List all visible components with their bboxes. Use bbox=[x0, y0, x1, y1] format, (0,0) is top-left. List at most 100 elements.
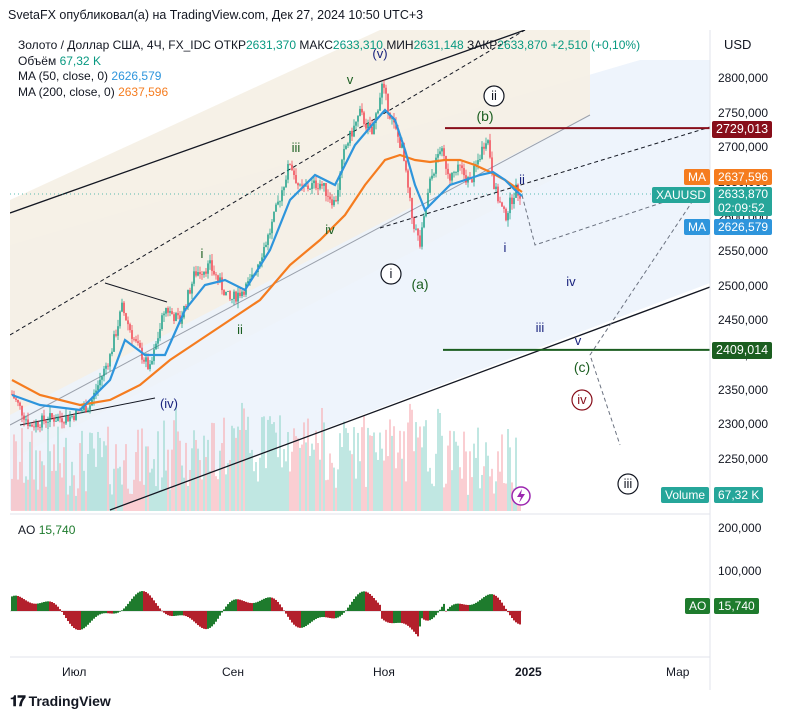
volume-bar bbox=[347, 432, 349, 511]
ao-bar bbox=[17, 595, 19, 611]
legend-volume-row[interactable]: Объём 67,32 K bbox=[18, 54, 640, 70]
candle-body bbox=[301, 184, 303, 186]
ao-bar bbox=[53, 603, 55, 611]
ao-bar bbox=[249, 602, 251, 611]
wave-label-i-blue[interactable]: i bbox=[504, 240, 507, 255]
wave-label-ii-circ-circle bbox=[483, 85, 505, 107]
candle-body bbox=[123, 302, 125, 314]
candle-body bbox=[291, 164, 293, 171]
volume-bar bbox=[441, 435, 443, 511]
volume-bar bbox=[455, 441, 457, 511]
wave-label-iv-circ[interactable]: iv bbox=[577, 392, 587, 407]
ao-bar bbox=[439, 609, 441, 611]
wave-label-ii-small[interactable]: ii bbox=[237, 322, 243, 337]
wave-label-a-paren[interactable]: (a) bbox=[411, 276, 428, 292]
ao-bar bbox=[385, 611, 387, 622]
wave-label-iv-blue[interactable]: iv bbox=[566, 274, 576, 289]
ao-bar bbox=[209, 611, 211, 628]
wave-label-v-blue[interactable]: v bbox=[575, 333, 582, 348]
ao-bar bbox=[483, 597, 485, 611]
upper-channel-fill bbox=[10, 30, 590, 415]
candle-body bbox=[55, 420, 57, 422]
volume-bar bbox=[355, 478, 357, 511]
ao-bar bbox=[229, 602, 231, 611]
volume-bar bbox=[47, 428, 49, 511]
candle-body bbox=[261, 257, 263, 262]
ma200-line[interactable] bbox=[11, 153, 523, 407]
candle-body bbox=[403, 143, 405, 161]
wave-label-i-small[interactable]: i bbox=[201, 246, 204, 261]
volume-bar bbox=[45, 486, 47, 511]
volume-bar bbox=[509, 447, 511, 511]
candle-body bbox=[511, 197, 513, 205]
ao-bar bbox=[65, 611, 67, 619]
wave-label-iv-paren[interactable]: (iv) bbox=[160, 396, 178, 411]
volume-bar bbox=[477, 427, 479, 511]
volume-bar bbox=[471, 477, 473, 511]
ao-bar bbox=[185, 611, 187, 617]
volume-bar bbox=[343, 421, 345, 511]
tradingview-logo[interactable]: 𝟏𝟕 TradingView bbox=[10, 693, 111, 710]
ao-bar bbox=[429, 611, 431, 621]
ao-bar bbox=[127, 603, 129, 611]
volume-bar bbox=[381, 448, 383, 511]
legend-ma50-row[interactable]: MA (50, close, 0) 2626,579 bbox=[18, 69, 640, 85]
volume-bar bbox=[55, 470, 57, 511]
legend-ma200-row[interactable]: MA (200, close, 0) 2637,596 bbox=[18, 85, 640, 101]
ao-bar bbox=[251, 603, 253, 611]
legend-close-label: ЗАКР bbox=[467, 38, 498, 52]
candle-body bbox=[287, 164, 289, 180]
volume-bar bbox=[425, 420, 427, 511]
wave-label-v-paren[interactable]: (v) bbox=[372, 46, 387, 61]
wave-label-v-top[interactable]: v bbox=[347, 72, 354, 87]
volume-bar bbox=[411, 409, 413, 511]
ao-bar bbox=[403, 611, 405, 624]
dashed-channel-upper[interactable] bbox=[10, 30, 526, 336]
candle-body bbox=[507, 213, 509, 221]
wave-label-i-circ[interactable]: i bbox=[390, 266, 393, 281]
volume-bar bbox=[285, 461, 287, 511]
ao-bar bbox=[113, 611, 115, 614]
channel-mid-line[interactable] bbox=[10, 114, 591, 426]
ao-bar bbox=[35, 603, 37, 611]
wave-label-ii-blue[interactable]: ii bbox=[519, 172, 525, 187]
ao-bar bbox=[163, 611, 165, 613]
candle-body bbox=[47, 421, 49, 423]
ma50-line[interactable] bbox=[11, 108, 523, 412]
chart-canvas[interactable]: v(v)iiiiviii(iv)(b)iii(a)iiiiviiiv(c)ivi… bbox=[0, 0, 800, 690]
wave-label-iii-small[interactable]: iii bbox=[292, 140, 301, 155]
legend-open-label: ОТКР bbox=[214, 38, 246, 52]
volume-bar bbox=[253, 471, 255, 511]
volume-bar bbox=[85, 491, 87, 511]
wave-label-ii-circ[interactable]: ii bbox=[491, 88, 497, 103]
ao-bar bbox=[493, 594, 495, 611]
candle-body bbox=[355, 121, 357, 126]
candle-body bbox=[173, 314, 175, 322]
volume-bar bbox=[171, 449, 173, 511]
wave-label-c-paren[interactable]: (c) bbox=[574, 359, 590, 375]
candle-body bbox=[425, 208, 427, 217]
ao-bar bbox=[375, 600, 377, 611]
ao-bar bbox=[503, 605, 505, 611]
ao-bar bbox=[517, 611, 519, 624]
upper-trendline[interactable] bbox=[10, 30, 526, 214]
currency-label[interactable]: USD bbox=[724, 37, 752, 52]
ao-bar bbox=[449, 606, 451, 611]
candle-body bbox=[455, 172, 457, 173]
wave-label-iii-circ[interactable]: iii bbox=[624, 476, 633, 491]
ao-bar bbox=[443, 603, 445, 611]
dashed-channel-lower[interactable] bbox=[379, 126, 710, 229]
wave-label-iii-blue[interactable]: iii bbox=[536, 320, 545, 335]
wave-label-iii-circ-circle bbox=[617, 473, 639, 495]
ao-legend[interactable]: AO 15,740 bbox=[18, 523, 75, 537]
wedge-line[interactable] bbox=[104, 282, 168, 303]
candle-body bbox=[485, 143, 487, 149]
wave-label-b-paren[interactable]: (b) bbox=[476, 108, 493, 124]
volume-bar bbox=[349, 450, 351, 511]
ao-bar bbox=[319, 611, 321, 618]
ao-bar bbox=[95, 611, 97, 617]
legend-ohlc-row[interactable]: Золото / Доллар США, 4Ч, FX_IDC ОТКР2631… bbox=[18, 38, 640, 54]
wave-label-iv-small[interactable]: iv bbox=[325, 222, 335, 237]
volume-bar bbox=[91, 433, 93, 511]
candle-body bbox=[193, 271, 195, 284]
